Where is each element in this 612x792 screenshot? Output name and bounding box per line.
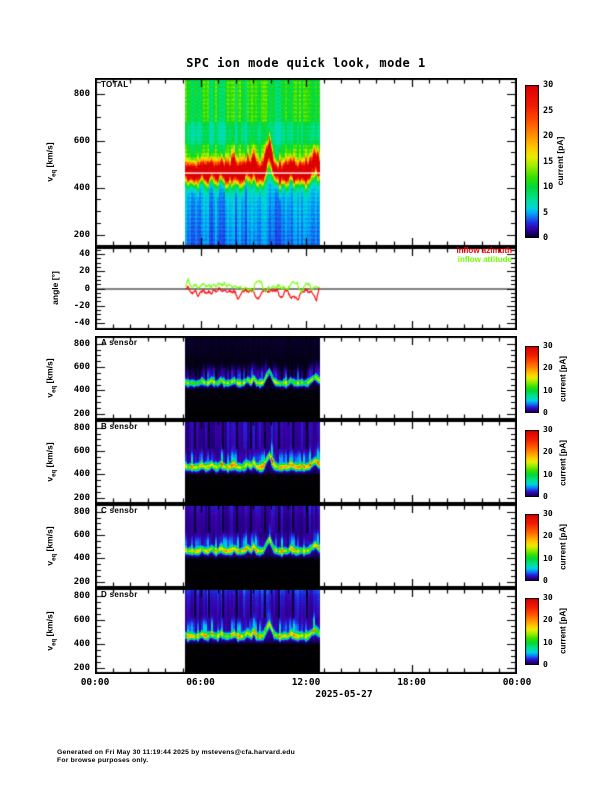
y-tick-label: 800 <box>73 338 90 349</box>
y-tick-label: 800 <box>73 506 90 517</box>
y-tick-label: 800 <box>73 88 90 99</box>
x-tick-label: 00:00 <box>502 677 532 688</box>
c-sensor-colorbar <box>525 514 539 581</box>
y-tick-label: 0 <box>84 283 90 294</box>
a-sensor-colorbar <box>525 346 539 413</box>
inflow-angle-plot <box>95 247 517 330</box>
y-tick-label: 200 <box>73 576 90 587</box>
x-tick-label: 06:00 <box>186 677 215 688</box>
footer-generated-line: Generated on Fri May 30 11:19:44 2025 by… <box>57 749 295 756</box>
colorbar-tick-label: 20 <box>543 615 553 625</box>
colorbar-tick-label: 0 <box>543 576 548 585</box>
y-tick-label: 20 <box>79 266 90 277</box>
colorbar-title-a: current [pA] <box>558 356 568 402</box>
colorbar-tick-label: 30 <box>543 509 553 518</box>
total-colorbar <box>525 85 539 238</box>
y-tick-label: 600 <box>73 362 90 373</box>
panel-label-a-sensor: A sensor <box>101 338 138 347</box>
x-tick-label: 18:00 <box>397 677 426 688</box>
y-tick-label: 200 <box>73 662 90 673</box>
colorbar-tick-label: 10 <box>543 182 554 192</box>
colorbar-tick-label: 20 <box>543 531 553 541</box>
colorbar-title-d: current [pA] <box>558 608 568 654</box>
y-axis-title-d: veq [km/s] <box>44 611 58 651</box>
y-tick-label: 200 <box>73 408 90 419</box>
y-tick-label: 600 <box>73 446 90 457</box>
colorbar-tick-label: 0 <box>543 660 548 669</box>
page-title: SPC ion mode quick look, mode 1 <box>186 56 426 70</box>
colorbar-tick-label: 20 <box>543 131 554 141</box>
legend-inflow-attitude: inflow attitude <box>457 255 512 264</box>
y-tick-label: 400 <box>73 385 90 396</box>
colorbar-title-b: current [pA] <box>558 440 568 486</box>
y-tick-label: 200 <box>73 229 90 240</box>
panel-label-b-sensor: B sensor <box>101 422 138 431</box>
y-axis-title-b: veq [km/s] <box>44 442 58 482</box>
total-spectrogram-plot <box>95 78 517 247</box>
colorbar-title-total: current [pA] <box>555 136 565 186</box>
y-tick-label: 400 <box>73 553 90 564</box>
x-tick-label: 00:00 <box>80 677 110 688</box>
colorbar-tick-label: 30 <box>543 593 553 602</box>
footer-browse-line: For browse purposes only. <box>57 757 149 764</box>
x-tick-label: 12:00 <box>291 677 321 688</box>
colorbar-tick-label: 0 <box>543 233 549 243</box>
colorbar-tick-label: 25 <box>543 105 554 116</box>
y-tick-label: -40 <box>73 318 90 329</box>
a-sensor-spectrogram-plot <box>95 336 517 420</box>
y-tick-label: 400 <box>73 469 90 480</box>
c-sensor-spectrogram-plot <box>95 504 517 588</box>
colorbar-tick-label: 10 <box>543 637 553 647</box>
colorbar-tick-label: 0 <box>543 492 548 501</box>
colorbar-title-c: current [pA] <box>558 524 568 570</box>
y-tick-label: 400 <box>73 182 90 193</box>
colorbar-tick-label: 10 <box>543 469 553 479</box>
y-axis-title-total: veq [km/s] <box>44 142 58 182</box>
colorbar-tick-label: 30 <box>543 425 553 434</box>
y-tick-label: 800 <box>73 591 90 601</box>
y-axis-title-angle: angle [°] <box>50 271 60 305</box>
legend-inflow-azimuth: inflow azimuth <box>456 246 512 255</box>
y-tick-label: 800 <box>73 422 90 433</box>
colorbar-tick-label: 15 <box>543 156 554 167</box>
panel-label-c-sensor: C sensor <box>101 506 138 515</box>
colorbar-tick-label: 30 <box>543 80 554 90</box>
colorbar-tick-label: 30 <box>543 341 553 350</box>
y-tick-label: 600 <box>73 530 90 541</box>
colorbar-tick-label: 5 <box>543 207 549 218</box>
y-tick-label: 600 <box>73 135 90 146</box>
colorbar-tick-label: 20 <box>543 447 553 457</box>
d-sensor-spectrogram-plot <box>95 588 517 674</box>
y-tick-label: 400 <box>73 638 90 649</box>
y-tick-label: 200 <box>73 492 90 503</box>
y-axis-title-c: veq [km/s] <box>44 526 58 566</box>
b-sensor-colorbar <box>525 430 539 497</box>
d-sensor-colorbar <box>525 598 539 665</box>
colorbar-tick-label: 10 <box>543 385 553 395</box>
colorbar-tick-label: 20 <box>543 363 553 373</box>
b-sensor-spectrogram-plot <box>95 420 517 504</box>
y-tick-label: 40 <box>79 248 90 259</box>
y-tick-label: 600 <box>73 614 90 625</box>
colorbar-tick-label: 0 <box>543 408 548 417</box>
panel-label-d-sensor: D sensor <box>101 590 138 599</box>
y-tick-label: -20 <box>73 300 90 311</box>
y-axis-title-a: veq [km/s] <box>44 358 58 398</box>
colorbar-tick-label: 10 <box>543 553 553 563</box>
x-axis-date: 2025-05-27 <box>315 689 373 700</box>
panel-label-total: TOTAL <box>101 80 129 89</box>
